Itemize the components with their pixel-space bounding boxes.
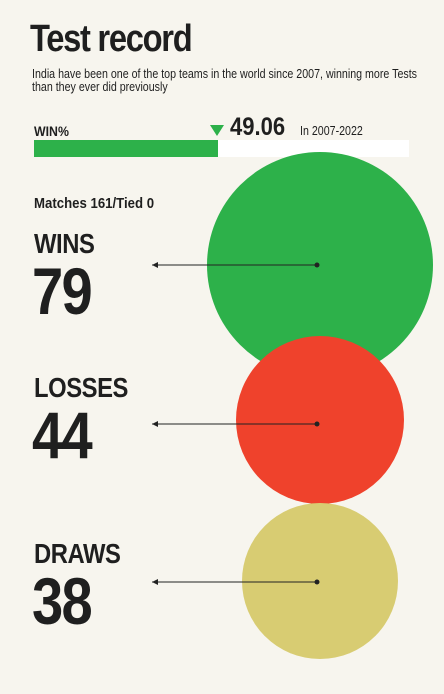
wins-label: WINS xyxy=(34,228,95,259)
wins-pointer-arrow-icon xyxy=(152,262,158,268)
draws-pointer-arrow-icon xyxy=(152,579,158,585)
losses-bubble xyxy=(236,336,404,504)
losses-label: LOSSES xyxy=(34,372,129,403)
draws-value: 38 xyxy=(32,564,93,638)
win-marker-triangle-icon xyxy=(210,125,224,136)
losses-pointer-arrow-icon xyxy=(152,421,158,427)
win-percent-value: 49.06 xyxy=(230,113,286,141)
draws-label: DRAWS xyxy=(34,538,121,569)
win-percent-label: WIN% xyxy=(34,123,69,139)
win-period-label: In 2007-2022 xyxy=(300,123,363,138)
chart-title: Test record xyxy=(30,18,193,60)
draws-pointer-dot xyxy=(314,579,320,585)
losses-pointer-dot xyxy=(314,421,320,427)
wins-bubble xyxy=(207,152,433,378)
draws-bubble xyxy=(242,503,398,659)
chart-subtitle: India have been one of the top teams in … xyxy=(32,66,417,94)
wins-value: 79 xyxy=(32,254,93,328)
wins-pointer-dot xyxy=(314,262,320,268)
matches-summary: Matches 161/Tied 0 xyxy=(34,195,155,212)
win-percent-bar-fill xyxy=(34,140,218,157)
losses-value: 44 xyxy=(32,398,93,472)
